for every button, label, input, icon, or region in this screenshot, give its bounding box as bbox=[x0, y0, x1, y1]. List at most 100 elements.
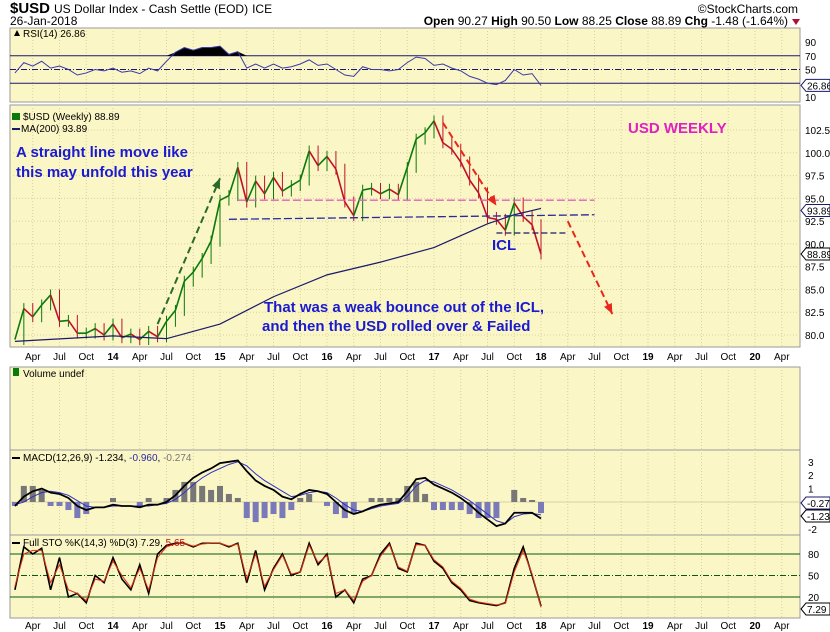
chg-label: Chg bbox=[685, 14, 708, 28]
price-segment bbox=[335, 168, 346, 203]
rsi-panel-background bbox=[9, 27, 801, 103]
x-tick-label: 16 bbox=[321, 621, 333, 632]
sto-k-value: 7.29 bbox=[141, 538, 161, 549]
price-last-value-box bbox=[800, 247, 830, 261]
price-segment bbox=[299, 150, 310, 181]
x-tick-label: Apr bbox=[667, 621, 683, 632]
macd-histogram-bar bbox=[395, 497, 402, 502]
macd-histogram-bar bbox=[297, 497, 304, 502]
price-y-tick: 90.0 bbox=[805, 240, 825, 251]
macd-histogram-bar bbox=[439, 502, 446, 511]
ma200-line bbox=[14, 207, 542, 342]
volume-panel-background bbox=[9, 366, 801, 451]
x-tick-label: Oct bbox=[399, 352, 415, 363]
x-tick-label: 19 bbox=[642, 352, 654, 363]
price-legend: $USD (Weekly) 88.89 bbox=[23, 112, 120, 123]
x-tick-label: Jul bbox=[53, 352, 66, 363]
macd-histogram-bar bbox=[110, 497, 116, 502]
price-segment bbox=[281, 184, 292, 192]
price-segment bbox=[103, 323, 114, 336]
icl-label: ICL bbox=[492, 237, 516, 254]
instrument-name: US Dollar Index - Cash Settle (EOD) bbox=[54, 2, 248, 16]
price-y-tick: 100.0 bbox=[805, 149, 830, 160]
macd-histogram-bar bbox=[74, 502, 81, 519]
macd-histogram-bar bbox=[243, 502, 250, 519]
x-tick-label: Apr bbox=[346, 352, 362, 363]
price-segment bbox=[85, 327, 96, 334]
price-segment bbox=[352, 189, 364, 216]
x-tick-label: Apr bbox=[25, 621, 41, 632]
sto-k-line bbox=[14, 540, 542, 607]
macd-histogram-bar bbox=[270, 502, 277, 515]
chg-value: -1.48 (-1.64%) bbox=[711, 14, 788, 28]
high-value: 90.50 bbox=[521, 14, 551, 28]
price-segment bbox=[121, 333, 132, 339]
x-tick-label: Jul bbox=[588, 621, 601, 632]
usd-weekly-title: USD WEEKLY bbox=[628, 120, 727, 137]
macd-histogram-bar bbox=[377, 497, 384, 502]
price-y-tick: 82.5 bbox=[805, 308, 825, 319]
price-segment bbox=[433, 120, 444, 144]
macd-histogram-bar bbox=[83, 502, 90, 515]
price-y-tick: 85.0 bbox=[805, 285, 825, 296]
macd-hist-value: -0.274 bbox=[163, 453, 192, 464]
x-tick-label: 14 bbox=[107, 352, 119, 363]
price-segment bbox=[451, 148, 462, 163]
price-segment bbox=[388, 188, 399, 196]
x-tick-label: Apr bbox=[560, 621, 576, 632]
price-segment bbox=[148, 330, 159, 338]
price-y-tick: 97.5 bbox=[805, 172, 825, 183]
macd-histogram-bar bbox=[208, 489, 215, 502]
price-panel-background bbox=[9, 104, 801, 348]
price-segment bbox=[237, 167, 248, 203]
macd-y-tick: 3 bbox=[808, 458, 814, 469]
sto-last-value-box bbox=[800, 602, 830, 616]
macd-histogram-bar bbox=[529, 499, 536, 502]
price-segment bbox=[183, 271, 194, 282]
x-tick-label: Oct bbox=[506, 352, 522, 363]
sto-last-value: 7.29 bbox=[807, 605, 827, 616]
price-segment bbox=[174, 281, 186, 311]
price-segment bbox=[344, 201, 355, 217]
x-tick-label: Apr bbox=[25, 352, 41, 363]
price-segment bbox=[290, 179, 301, 187]
rsi-y-tick: 50 bbox=[805, 66, 817, 77]
price-legend-icon bbox=[12, 113, 20, 120]
x-tick-label: Apr bbox=[774, 352, 790, 363]
exchange: ICE bbox=[252, 2, 272, 16]
macd-histogram-bar bbox=[20, 485, 27, 502]
macd-histogram-bar bbox=[493, 502, 500, 519]
price-segment bbox=[371, 187, 381, 195]
rsi-y-tick: 70 bbox=[805, 52, 817, 63]
x-tick-label: Jul bbox=[267, 352, 280, 363]
macd-histogram-bar bbox=[163, 497, 170, 502]
price-segment bbox=[23, 307, 34, 318]
macd-histogram-bar bbox=[413, 481, 420, 502]
price-segment bbox=[469, 179, 480, 194]
macd-histogram-bar bbox=[199, 485, 206, 502]
price-segment bbox=[165, 309, 177, 322]
macd-last-value-box bbox=[800, 509, 830, 523]
x-tick-label: Oct bbox=[185, 352, 201, 363]
ma-last-value-box bbox=[800, 203, 830, 217]
price-last-value: 88.89 bbox=[807, 250, 830, 261]
ohlc-readout: Open 90.27 High 90.50 Low 88.25 Close 88… bbox=[424, 14, 788, 28]
rsi-y-tick: 10 bbox=[805, 93, 817, 104]
macd-histogram-bar bbox=[475, 502, 482, 519]
green-arrow-head bbox=[212, 178, 220, 190]
price-segment bbox=[362, 187, 372, 191]
stockcharts-watermark[interactable]: ©StockCharts.com bbox=[698, 2, 798, 16]
macd-legend-name: MACD(12,26,9) bbox=[23, 453, 92, 464]
sto-legend: Full STO %K(14,3) %D(3) 7.29, 5.65 bbox=[23, 538, 186, 549]
price-segment bbox=[477, 192, 489, 218]
x-tick-label: Apr bbox=[346, 621, 362, 632]
x-tick-label: Apr bbox=[132, 621, 148, 632]
down-triangle-icon bbox=[792, 19, 800, 25]
price-segment bbox=[192, 258, 203, 273]
macd-histogram-bar bbox=[261, 502, 268, 519]
x-tick-label: Jul bbox=[588, 352, 601, 363]
price-y-tick: 80.0 bbox=[805, 331, 825, 342]
macd-hist-last-box bbox=[800, 496, 830, 510]
price-segment bbox=[272, 176, 284, 192]
price-segment bbox=[460, 161, 471, 181]
